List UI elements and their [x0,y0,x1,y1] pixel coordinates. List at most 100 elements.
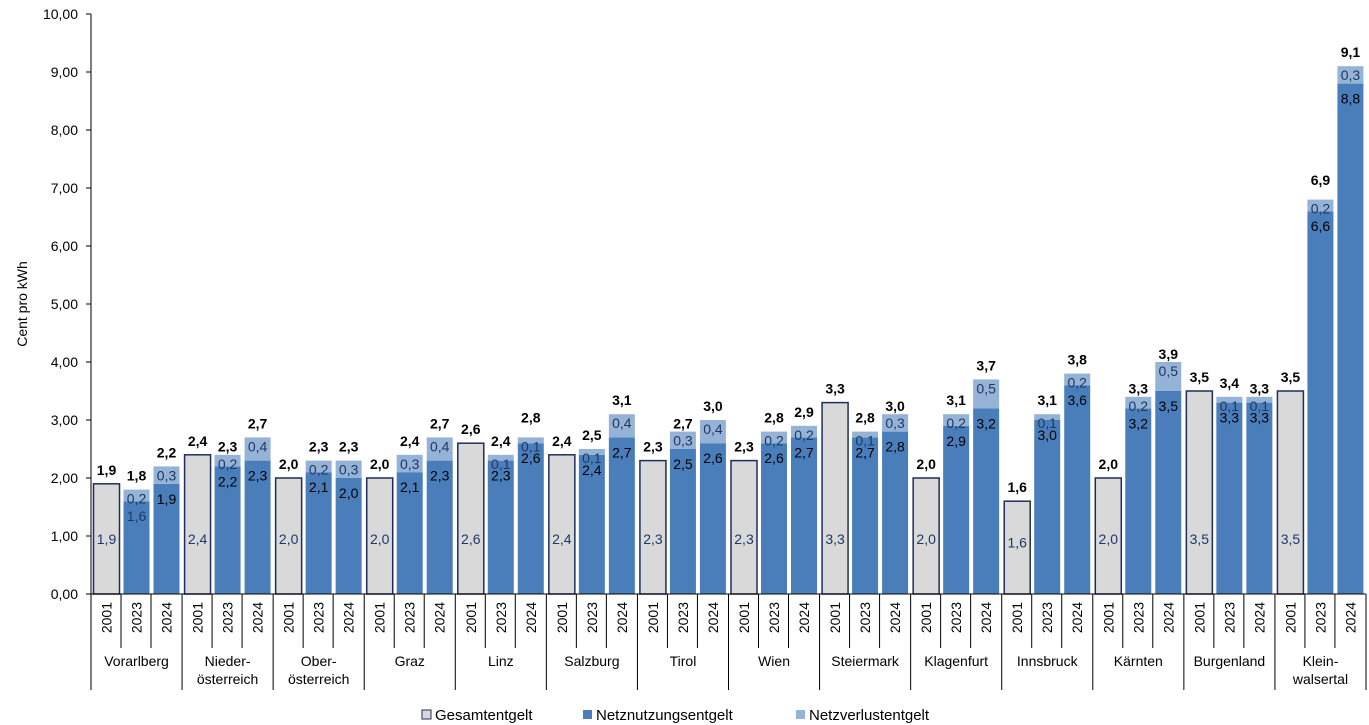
total-value-label: 2,8 [855,410,875,426]
verlust-value-label: 0,1 [1037,415,1057,431]
total-value-label: 2,4 [552,433,572,449]
total-value-label: 2,3 [734,439,754,455]
bar-netznutzungsentgelt [882,431,909,594]
bar-netzverlustentgelt [791,425,817,438]
bar-netzverlustentgelt [608,414,635,438]
x-tick-label-year: 2024 [796,602,812,633]
x-tick-label-year: 2024 [523,602,539,633]
bar-netzverlustentgelt [761,431,787,444]
bar-netzverlustentgelt [852,431,879,438]
nutzung-value-label: 2,1 [400,479,420,495]
total-value-label: 3,0 [885,398,905,414]
total-value-label: 2,6 [461,421,481,437]
nutzung-value-label: 3,6 [1067,392,1087,408]
bar-gesamtentgelt [1094,477,1123,595]
bar-netzverlustentgelt [699,420,726,444]
nutzung-value-label: 2,7 [612,444,632,460]
x-group-label: Salzburg [564,653,619,669]
x-group-label: Innsbruck [1017,653,1079,669]
x-tick-label-year: 2001 [372,602,388,633]
nutzung-value-label: 1,9 [157,491,177,507]
x-tick-label-year: 2023 [220,602,236,633]
verlust-value-label: 0,3 [673,433,693,449]
bar-group: 2,42,42,20,22,32,30,42,7 [183,415,271,595]
bar-group: 2,32,32,60,22,82,70,22,9 [730,404,817,595]
total-value-label: 2,0 [370,456,390,472]
nutzung-value-label: 6,6 [1311,218,1331,234]
bar-gesamtentgelt [1276,390,1305,595]
total-value-label: 2,0 [916,456,936,472]
bar-netznutzungsentgelt [699,443,726,594]
x-tick-label-year: 2023 [857,602,873,633]
nutzung-value-label: 2,7 [794,444,814,460]
verlust-value-label: 0,3 [157,467,177,483]
bar-gesamtentgelt [912,477,940,595]
x-tick-label-year: 2001 [1100,602,1116,633]
x-tick-label-year: 2024 [432,602,448,633]
nutzung-value-label: 8,8 [1341,91,1361,107]
gesamt-value-label: 2,0 [279,531,299,547]
x-group-label: Vorarlberg [104,653,169,669]
nutzung-value-label: 1,6 [127,508,147,524]
y-tick-label: 5,00 [51,296,78,312]
x-group-label: österreich [197,671,258,687]
x-tick-label-year: 2001 [1191,602,1207,633]
total-value-label: 3,5 [1281,369,1301,385]
nutzung-value-label: 2,5 [673,456,693,472]
bar-netznutzungsentgelt [335,478,362,594]
bar-netznutzungsentgelt [396,472,423,594]
verlust-value-label: 0,4 [612,415,632,431]
verlust-value-label: 0,2 [946,415,966,431]
total-value-label: 2,4 [491,433,511,449]
x-tick-label-year: 2024 [614,602,630,633]
x-tick-label-year: 2024 [1160,602,1176,633]
verlust-value-label: 0,1 [1250,398,1270,414]
bar-group: 2,0 2,0 2,1 0,3 2,4 2,3 0,4 2,7 [365,415,453,595]
x-tick-label-year: 2024 [705,602,721,633]
y-tick-label: 10,00 [43,6,78,22]
verlust-value-label: 0,3 [885,415,905,431]
x-tick-label-year: 2023 [1312,602,1328,633]
x-tick-label-year: 2023 [311,602,327,633]
nutzung-value-label: 2,4 [582,462,602,478]
bar-group: 3,3 3,3 2,70,1 2,8 2,8 0,33,0 [821,381,909,595]
x-group-label: Wien [758,653,790,669]
bar-netznutzungsentgelt [852,437,879,594]
y-tick-label: 0,00 [51,586,78,602]
bars-layer: 1,91,91,60,21,81,90,32,22,42,42,20,22,32… [92,44,1364,595]
bar-netznutzungsentgelt [1337,83,1364,594]
bar-group: 2,42,42,40,12,52,70,43,1 [548,392,635,595]
bar-netznutzungsentgelt [1216,402,1243,594]
nutzung-value-label: 2,1 [309,479,329,495]
gesamt-value-label: 2,4 [188,531,208,547]
bar-netznutzungsentgelt [1064,385,1091,594]
total-value-label: 2,7 [430,415,450,431]
bar-netzverlustentgelt [1216,396,1243,403]
bar-netzverlustentgelt [943,414,970,426]
y-axis: 0,00 1,00 2,00 3,00 4,00 5,00 6,00 7,00 8,00 9,00… [43,6,92,602]
x-tick-label-year: 2023 [129,602,145,633]
x-tick-label-year: 2024 [1342,602,1358,633]
total-value-label: 2,8 [764,410,784,426]
nutzung-value-label: 3,3 [1250,410,1270,426]
x-tick-label-year: 2023 [402,602,418,633]
bar-netznutzungsentgelt [123,501,150,594]
nutzung-value-label: 2,3 [491,468,511,484]
x-group-label: Tirol [670,653,697,669]
x-tick-label-year: 2001 [645,602,661,633]
bar-netzverlustentgelt [335,460,362,478]
y-tick-label: 6,00 [51,238,78,254]
x-tick-label-year: 2024 [1251,602,1267,633]
verlust-value-label: 0,3 [339,462,359,478]
x-tick-label-year: 2001 [554,602,570,633]
nutzung-value-label: 2,3 [430,468,450,484]
total-value-label: 2,3 [309,439,329,455]
bar-netznutzungsentgelt [1155,391,1182,594]
total-value-label: 3,0 [703,398,723,414]
x-tick-label-year: 2001 [918,602,934,633]
bar-netzverlustentgelt [426,437,453,461]
bar-netzverlustentgelt [578,449,605,455]
nutzung-value-label: 2,6 [764,450,784,466]
x-group-label: walsertal [1292,671,1348,687]
total-value-label: 3,7 [976,357,996,373]
